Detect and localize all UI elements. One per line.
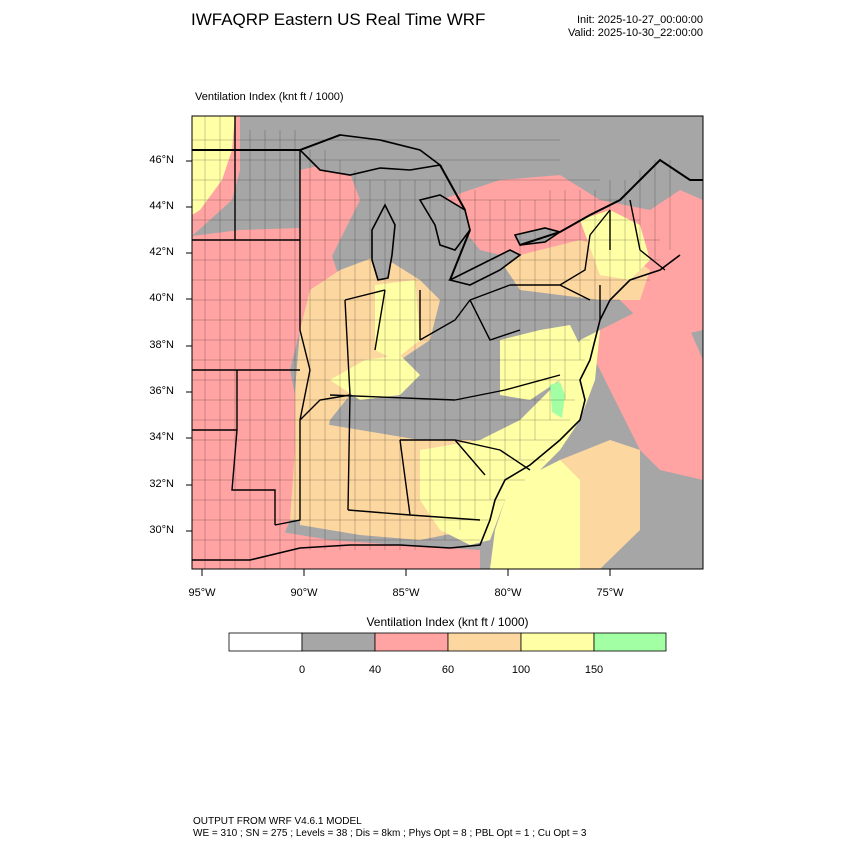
- legend-bin-100-150: [520, 632, 595, 652]
- lon-label-90: 90°W: [290, 587, 318, 599]
- lat-label-36: 36°N: [149, 385, 174, 397]
- field-yellow-ne: [580, 210, 650, 280]
- state-borders: [192, 116, 666, 526]
- us-canada-border: [192, 134, 703, 281]
- coastline: [192, 254, 681, 561]
- map-field: [192, 116, 703, 569]
- legend-tick-100: 100: [511, 664, 531, 676]
- lat-label-40: 40°N: [149, 292, 174, 304]
- legend-tick-40: 40: [368, 664, 382, 676]
- map-field-label: Ventilation Index (knt ft / 1000): [195, 91, 344, 103]
- footer-model: OUTPUT FROM WRF V4.6.1 MODEL: [193, 816, 362, 827]
- lat-label-32: 32°N: [149, 478, 174, 490]
- legend-colorbar: [228, 632, 667, 652]
- lake-ontario: [513, 227, 562, 246]
- legend-tick-60: 60: [441, 664, 455, 676]
- field-pink-west: [192, 116, 340, 569]
- footer-config: WE = 310 ; SN = 275 ; Levels = 38 ; Dis …: [193, 828, 587, 839]
- lon-label-95: 95°W: [188, 587, 216, 599]
- valid-time: Valid: 2025-10-30_22:00:00: [568, 27, 703, 39]
- field-pink-central: [292, 160, 360, 330]
- field-yellow-nw: [192, 116, 235, 215]
- plot-title: IWFAQRP Eastern US Real Time WRF: [191, 10, 486, 29]
- field-yellow-kentucky: [330, 355, 420, 400]
- lat-label-46: 46°N: [149, 154, 174, 166]
- field-yellow-southeast: [420, 330, 600, 545]
- legend-bin-40-60: [374, 632, 449, 652]
- lon-label-80: 80°W: [494, 587, 522, 599]
- legend-bin-above-150: [593, 632, 667, 652]
- map-frame: [191, 115, 704, 570]
- field-pink-ocean: [595, 310, 703, 480]
- lon-label-75: 75°W: [596, 587, 624, 599]
- lat-label-42: 42°N: [149, 246, 174, 258]
- lat-label-38: 38°N: [149, 339, 174, 351]
- lat-label-44: 44°N: [149, 200, 174, 212]
- lake-superior: [298, 134, 442, 176]
- legend-title: Ventilation Index (knt ft / 1000): [366, 615, 529, 629]
- legend-tick-150: 150: [584, 664, 604, 676]
- legend-bin-0-40: [301, 632, 376, 652]
- field-pink-gulf: [270, 530, 480, 569]
- lon-label-85: 85°W: [392, 587, 420, 599]
- legend-bin-60-100: [447, 632, 522, 652]
- lat-label-34: 34°N: [149, 431, 174, 443]
- lake-michigan: [371, 203, 396, 281]
- map-ticks: [186, 160, 611, 576]
- init-time: Init: 2025-10-27_00:00:00: [577, 14, 703, 26]
- legend-bin-below-0: [228, 632, 303, 652]
- field-yellow-atlantic: [490, 460, 580, 569]
- legend-tick-0: 0: [298, 664, 306, 676]
- lat-label-30: 30°N: [149, 524, 174, 536]
